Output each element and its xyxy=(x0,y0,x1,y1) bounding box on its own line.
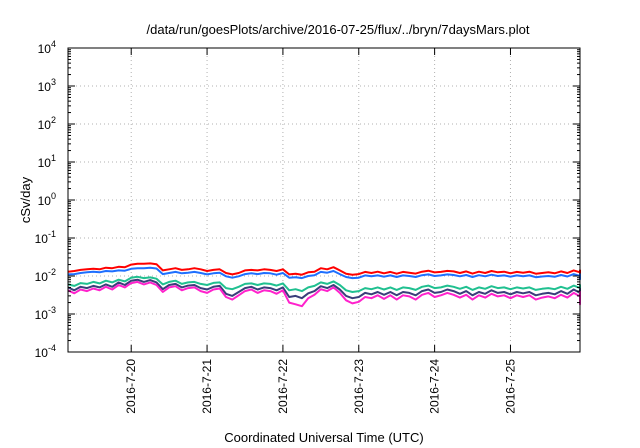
y-tick-label: 10-1 xyxy=(35,229,56,246)
y-tick-label: 10-2 xyxy=(35,267,56,284)
y-tick-label: 100 xyxy=(38,191,56,208)
y-tick-label: 10-4 xyxy=(35,343,56,360)
x-tick-label: 2016-7-22 xyxy=(276,359,290,414)
x-tick-label: 2016-7-25 xyxy=(503,359,517,414)
y-tick-label: 104 xyxy=(38,39,56,56)
series-line-1 xyxy=(67,262,581,277)
y-tick-labels: 10-4 10-3 10-2 10-1 100 101 102 103 104 xyxy=(35,39,56,360)
x-tick-labels: 2016-7-20 2016-7-21 2016-7-22 2016-7-23 2016… xyxy=(124,359,517,414)
x-tick-label: 2016-7-24 xyxy=(428,359,442,414)
x-tick-label: 2016-7-23 xyxy=(352,359,366,414)
x-tick-label: 2016-7-21 xyxy=(200,359,214,414)
y-axis-title: cSv/day xyxy=(18,176,33,223)
grid xyxy=(68,48,580,352)
y-tick-label: 101 xyxy=(38,153,56,170)
y-tick-label: 103 xyxy=(38,77,56,94)
y-tick-label: 10-3 xyxy=(35,305,56,322)
series-layer xyxy=(67,262,581,308)
ticks xyxy=(68,47,580,353)
chart-title: /data/run/goesPlots/archive/2016-07-25/f… xyxy=(147,22,530,37)
x-axis-title: Coordinated Universal Time (UTC) xyxy=(224,430,423,445)
series-line-5 xyxy=(67,280,581,308)
x-tick-label: 2016-7-20 xyxy=(124,359,138,414)
y-tick-label: 102 xyxy=(38,115,56,132)
